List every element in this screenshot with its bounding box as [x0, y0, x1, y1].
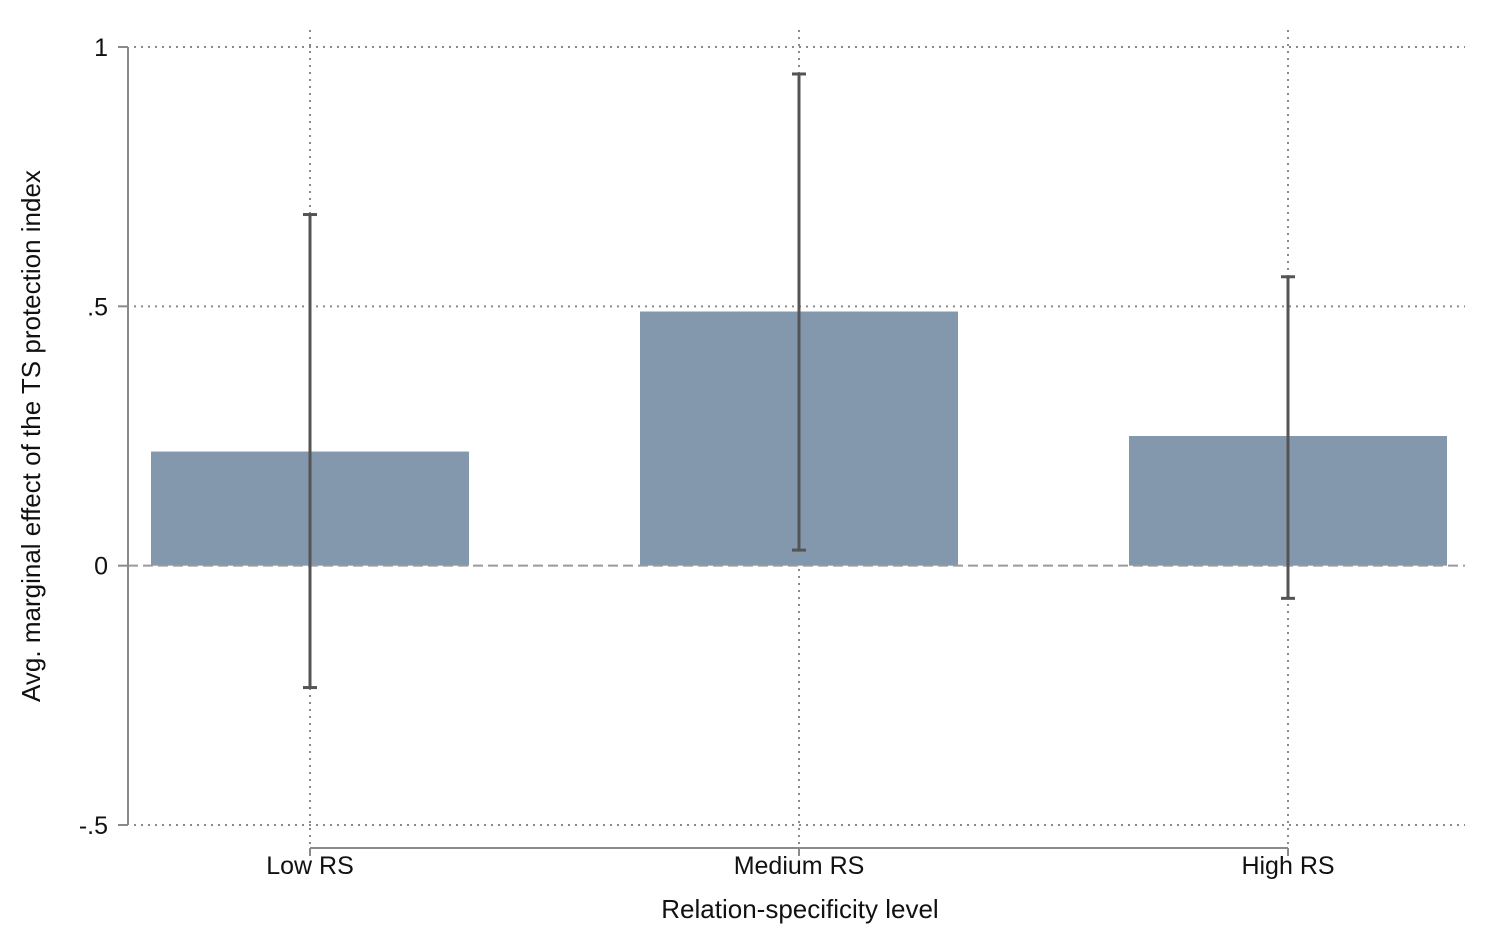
x-tick-label: Low RS [266, 852, 354, 880]
y-tick-label: 1 [94, 34, 108, 62]
y-tick-label: -.5 [79, 812, 108, 840]
y-tick-label: .5 [87, 293, 108, 321]
error-bar-low-rs [303, 213, 317, 690]
error-bar-high-rs [1281, 275, 1295, 600]
y-axis-title: Avg. marginal effect of the TS protectio… [16, 170, 46, 702]
x-tick-label: Medium RS [734, 852, 865, 880]
x-axis-title: Relation-specificity level [661, 894, 938, 924]
y-ticks: -.5 0 .5 1 [79, 34, 128, 840]
x-tick-label: High RS [1241, 852, 1334, 880]
error-bar-medium-rs [792, 72, 806, 552]
error-bars [303, 72, 1295, 690]
y-tick-label: 0 [94, 553, 108, 581]
x-ticks: Low RS Medium RS High RS [266, 848, 1335, 880]
